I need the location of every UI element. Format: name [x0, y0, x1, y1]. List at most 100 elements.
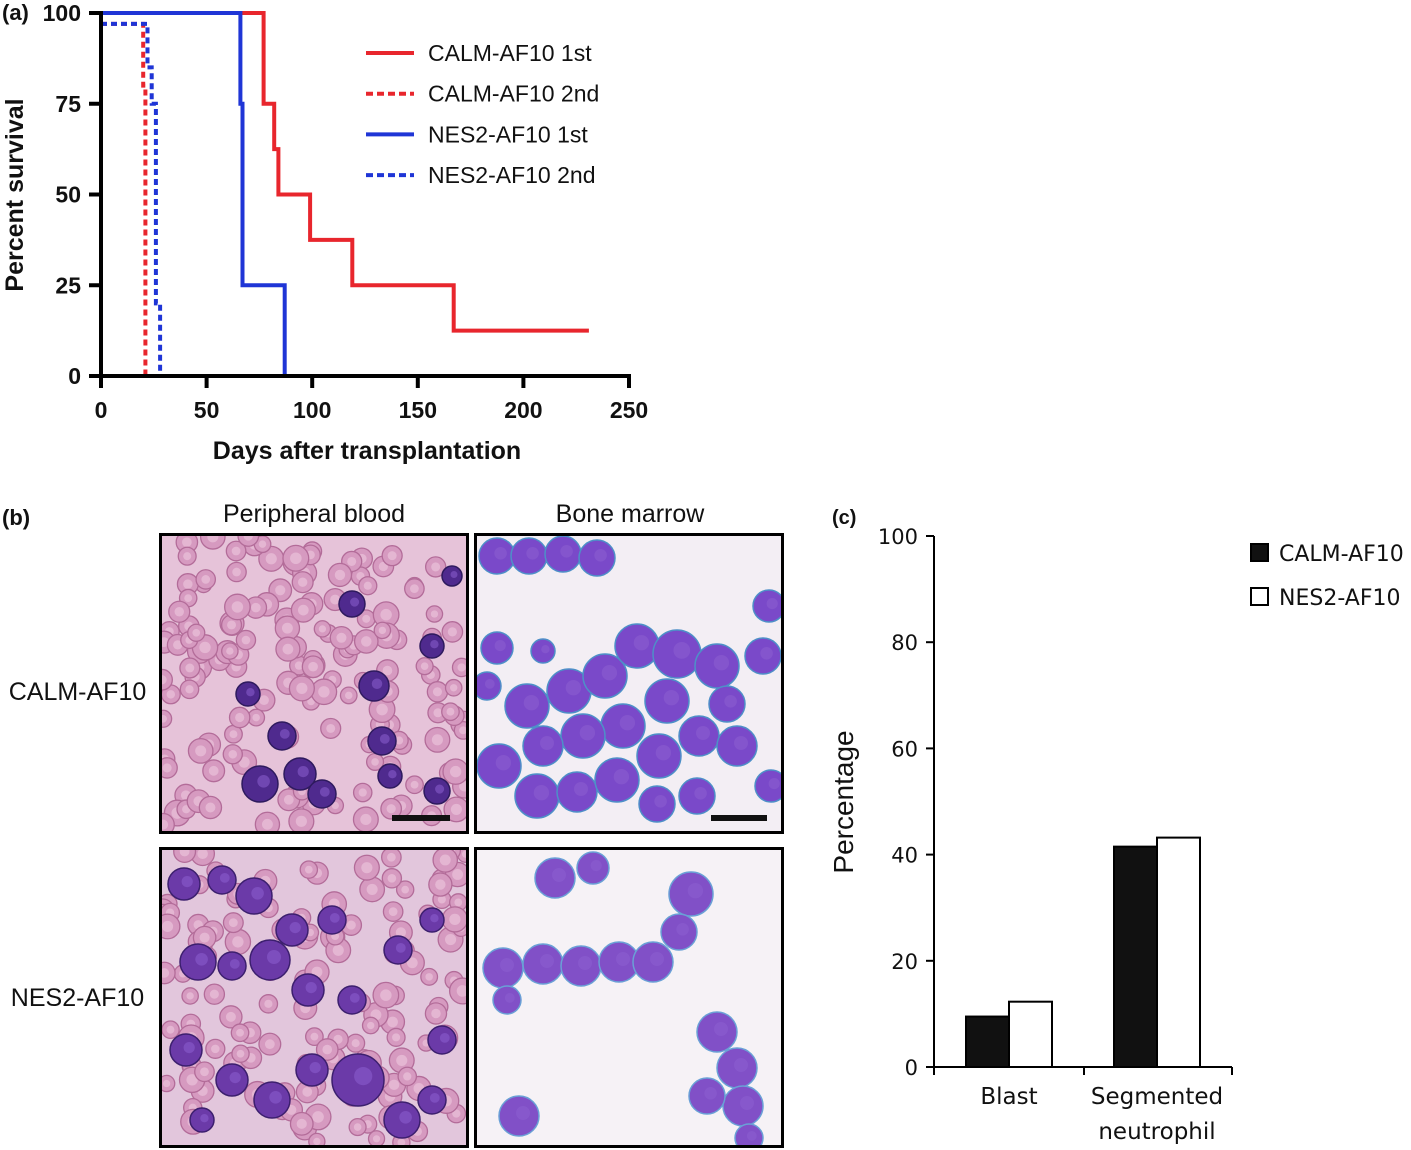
nucleus-detail — [613, 769, 630, 785]
red-blood-cell-center — [197, 850, 208, 860]
red-blood-cell-center — [363, 581, 372, 590]
nucleus-detail — [768, 778, 780, 790]
nucleus-detail — [714, 1022, 728, 1036]
red-blood-cell-center — [162, 968, 170, 978]
nucleus-detail — [523, 695, 540, 711]
nucleus-detail — [704, 1087, 717, 1100]
red-blood-cell-center — [318, 625, 327, 633]
red-blood-cell-center — [406, 957, 418, 969]
red-blood-cell-center — [382, 665, 393, 676]
nucleus-detail — [349, 993, 360, 1003]
red-blood-cell-center — [231, 601, 244, 613]
red-blood-cell-center — [378, 561, 388, 572]
red-blood-cell-center — [392, 1033, 401, 1042]
nucleus-detail — [760, 647, 773, 660]
nucleus-detail — [560, 545, 573, 558]
red-blood-cell-center — [232, 567, 241, 577]
nucleus-detail — [319, 787, 330, 797]
nucleus-detail — [309, 1062, 321, 1074]
nucleus-detail — [395, 943, 406, 953]
red-blood-cell-center — [294, 661, 304, 670]
red-blood-cell-center — [235, 712, 245, 723]
red-blood-cell-center — [334, 569, 346, 581]
nucleus-detail — [687, 883, 704, 899]
red-blood-cell-center — [304, 865, 313, 874]
nucleus-detail — [746, 1131, 757, 1141]
y-tick-label: 80 — [891, 631, 918, 655]
red-blood-cell-center — [241, 635, 251, 645]
red-blood-cell-center — [333, 1034, 343, 1044]
nucleus-detail — [676, 923, 689, 936]
red-blood-cell-center — [431, 1008, 441, 1019]
nucleus-detail — [495, 755, 512, 771]
nucleus-detail — [734, 736, 748, 750]
nucleus-detail — [267, 950, 281, 964]
red-blood-cell-center — [361, 636, 372, 647]
red-blood-cell-center — [162, 763, 172, 773]
red-blood-cell-center — [452, 869, 464, 880]
x-tick-label: neutrophil — [1098, 1119, 1215, 1145]
red-blood-cell-center — [449, 765, 462, 778]
nucleus-detail — [257, 775, 270, 788]
red-blood-cell-center — [297, 577, 308, 587]
micrograph-calm-bone-marrow — [474, 533, 784, 834]
red-blood-cell-center — [444, 933, 457, 946]
red-blood-cell-center — [199, 932, 210, 943]
nucleus-detail — [673, 642, 691, 659]
red-blood-cell — [237, 536, 260, 547]
y-tick-label: 100 — [878, 525, 918, 549]
nucleus-detail — [579, 725, 596, 741]
red-blood-cell-center — [182, 537, 192, 548]
nucleus-detail — [540, 736, 554, 750]
red-blood-cell-center — [347, 556, 357, 566]
red-blood-cell-center — [297, 604, 309, 616]
red-blood-cell-center — [366, 883, 378, 895]
red-blood-cell-center — [380, 608, 392, 621]
red-blood-cell-center — [229, 730, 238, 739]
red-blood-cell-center — [232, 936, 244, 948]
y-tick-label: 0 — [68, 363, 81, 389]
red-blood-cell-center — [174, 607, 184, 617]
nucleus-detail — [740, 1096, 754, 1110]
red-blood-cell-center — [185, 685, 194, 694]
red-blood-cell-center — [376, 703, 388, 716]
bar-nes2-af10-0 — [1008, 1000, 1053, 1069]
red-blood-cell-center — [283, 794, 294, 805]
red-blood-cell-center — [296, 1118, 307, 1129]
red-blood-cell-center — [236, 1049, 245, 1058]
red-blood-cell-center — [295, 815, 307, 827]
red-blood-cell-center — [330, 594, 341, 605]
red-blood-cell-center — [358, 788, 367, 797]
nucleus-detail — [229, 1072, 241, 1084]
red-blood-cell-center — [192, 628, 201, 637]
red-blood-cell-center — [431, 562, 441, 572]
red-blood-cell-center — [432, 687, 442, 697]
nucleus-detail — [429, 1093, 440, 1103]
nucleus-detail — [541, 645, 550, 654]
percentage-bar-chart: (c) Blast Segmented neutrophil 0 20 40 60 80 100 P… — [828, 507, 1404, 1145]
y-tick-label: 60 — [891, 737, 918, 761]
nucleus-detail — [504, 993, 515, 1003]
red-blood-cell-center — [186, 1074, 198, 1086]
y-tick-label: 100 — [43, 0, 81, 26]
red-blood-cell-center — [437, 895, 446, 904]
nucleus-detail — [450, 571, 458, 578]
nucleus-detail — [289, 922, 301, 934]
nucleus-detail — [654, 795, 667, 808]
red-blood-cell-center — [386, 804, 396, 814]
red-blood-cell-center — [387, 852, 396, 862]
red-blood-cell-center — [184, 594, 193, 603]
red-blood-cell-center — [410, 584, 419, 593]
survival-curve-4 — [101, 21, 163, 376]
nucleus-detail — [766, 598, 778, 610]
nucleus-detail — [430, 914, 439, 923]
nucleus-detail — [724, 695, 737, 708]
scale-bar — [392, 815, 450, 821]
red-blood-cell — [199, 536, 226, 550]
y-tick-label: 20 — [891, 950, 918, 974]
red-blood-cell-center — [450, 803, 462, 815]
nucleus-detail — [269, 1091, 282, 1104]
legend-label: NES2-AF10 — [1279, 586, 1400, 611]
x-tick-label: 250 — [610, 397, 648, 423]
red-blood-cell — [162, 668, 173, 691]
